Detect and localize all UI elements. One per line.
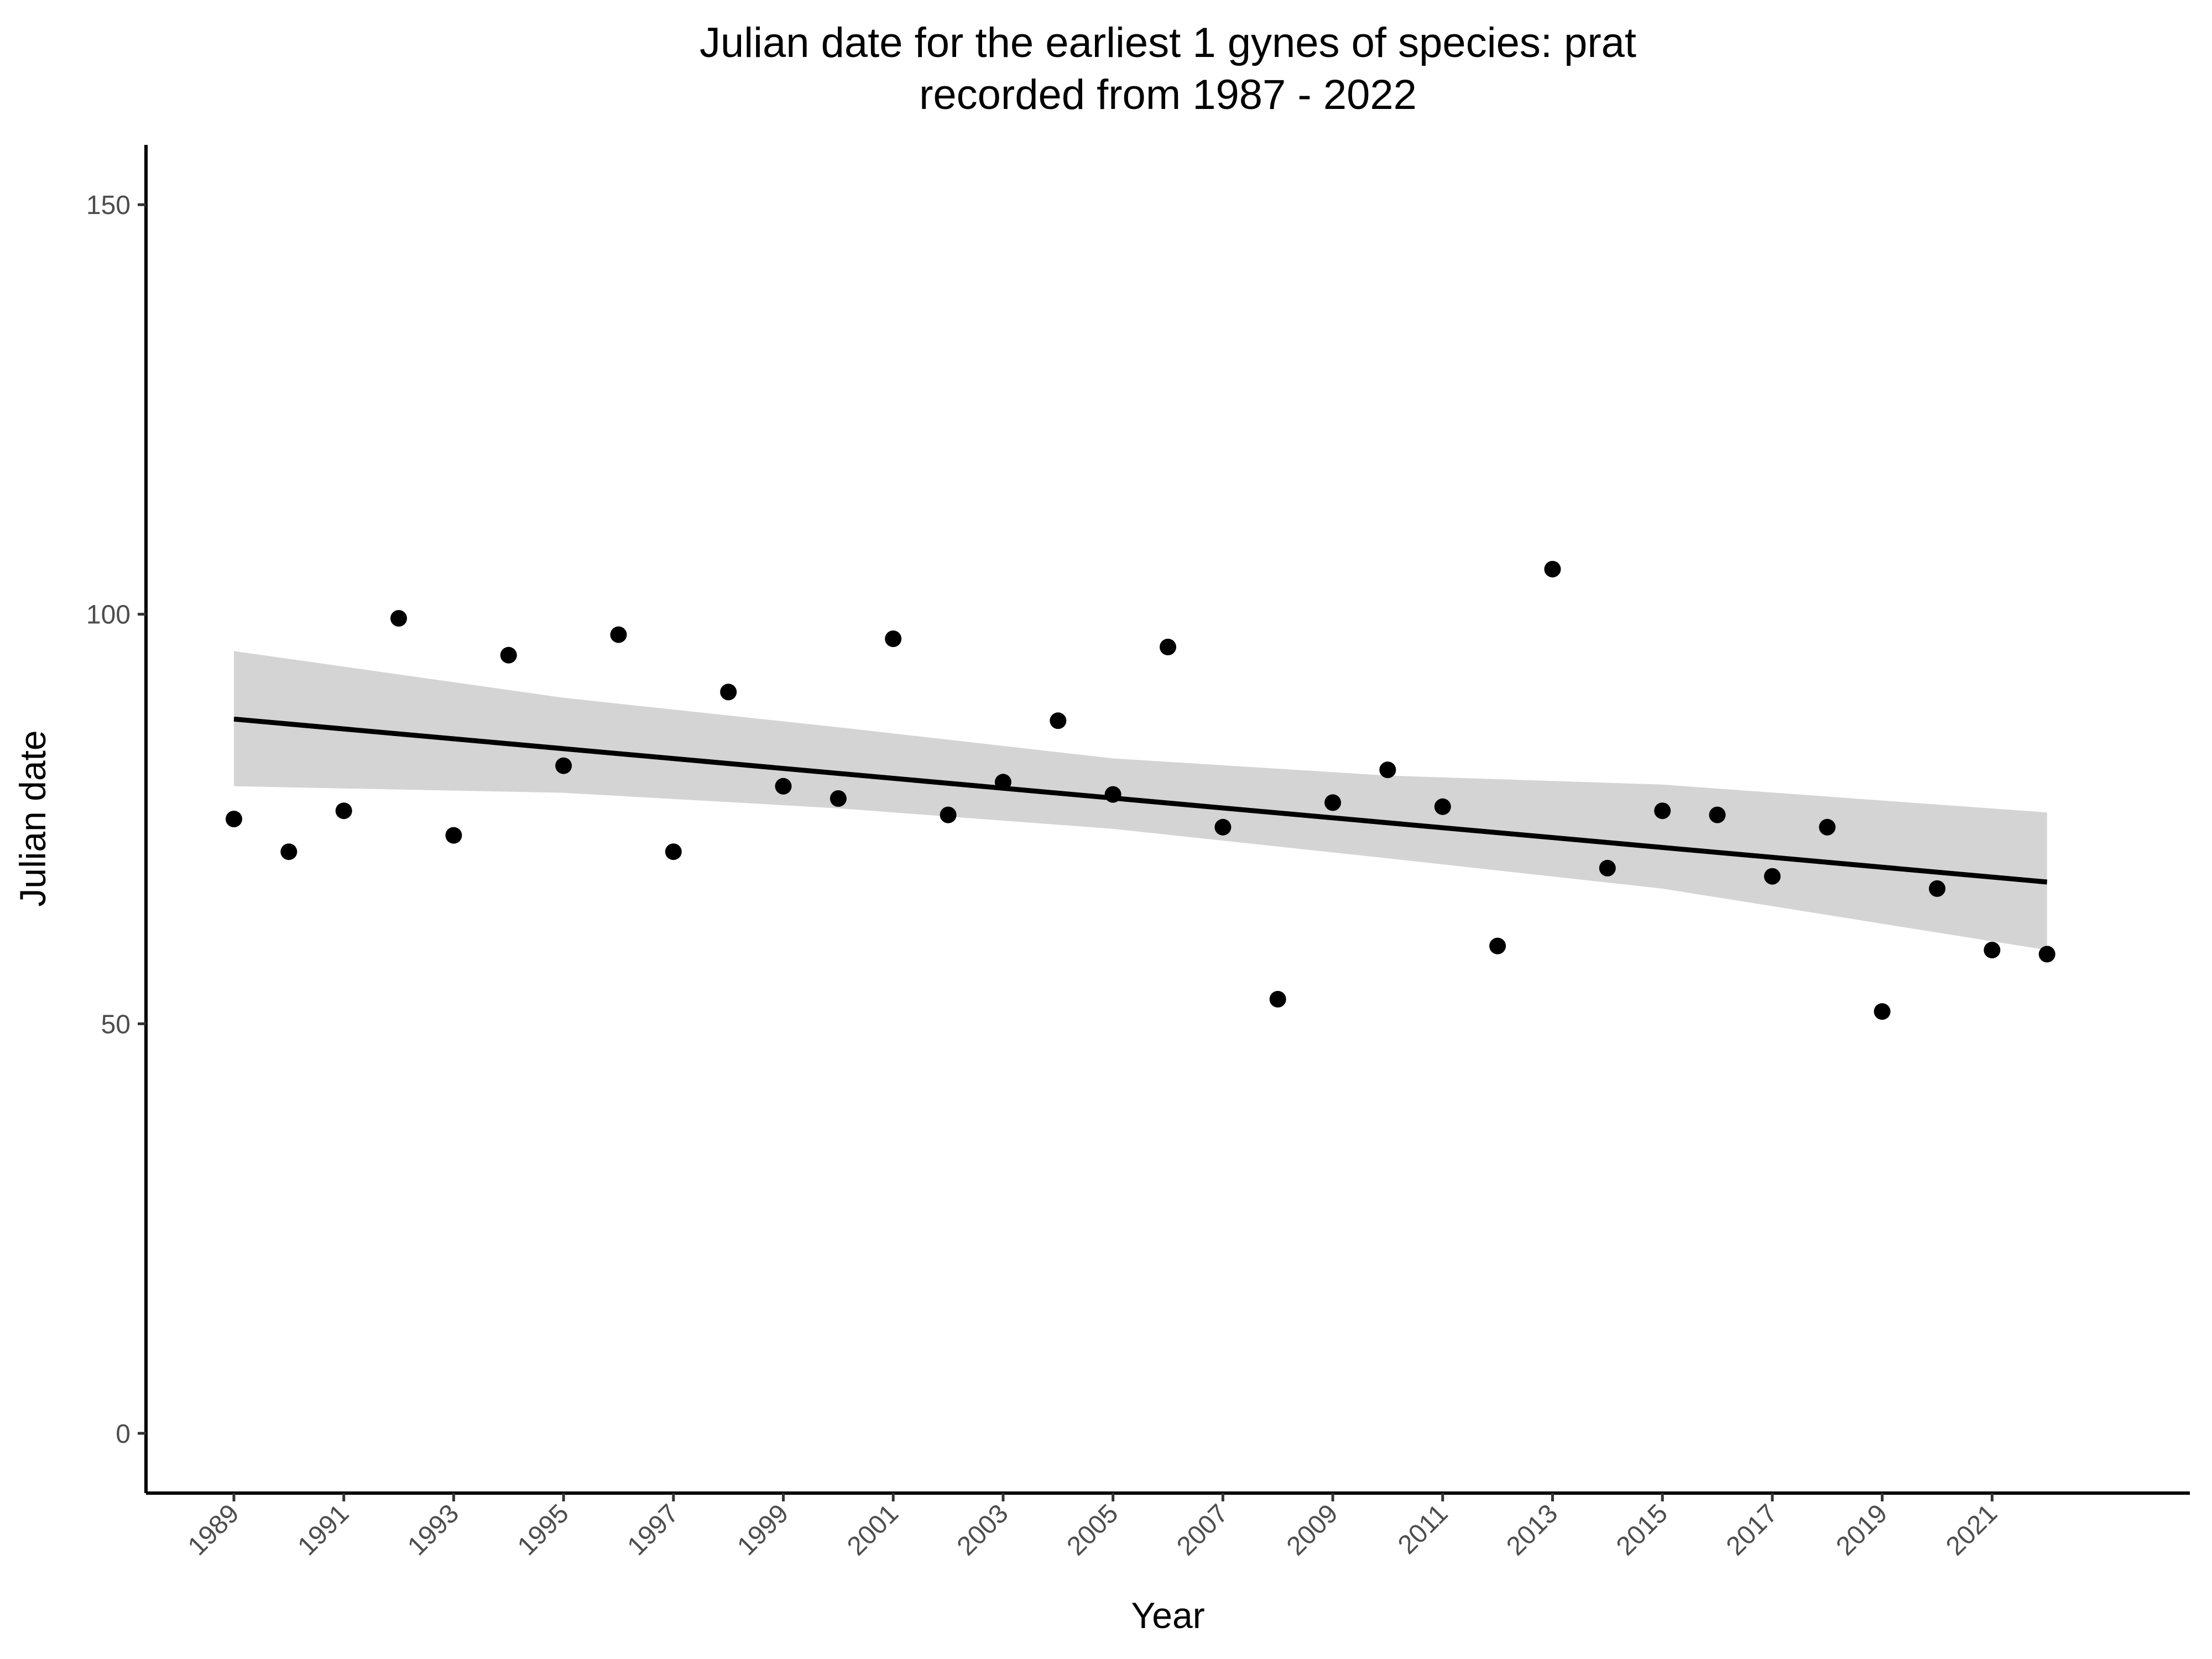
data-point [1379, 761, 1396, 779]
data-point [1929, 880, 1945, 897]
data-point [994, 774, 1011, 791]
y-tick-label: 50 [101, 1010, 131, 1039]
y-axis-title: Julian date [12, 730, 53, 906]
data-point [1544, 561, 1561, 578]
x-tick-label: 2017 [1721, 1499, 1783, 1561]
data-point [1214, 818, 1232, 836]
data-points-layer [226, 561, 2056, 1020]
x-tick-label: 1991 [292, 1499, 354, 1561]
x-axis-title: Year [1131, 1595, 1204, 1636]
x-tick-label: 2001 [842, 1499, 904, 1561]
x-tick-label: 1995 [512, 1499, 575, 1561]
data-point [445, 827, 462, 844]
data-point [226, 811, 242, 827]
trend-line [233, 716, 2048, 885]
x-tick-label: 2003 [952, 1499, 1014, 1561]
x-tick-label: 2013 [1501, 1499, 1563, 1561]
x-tick-label: 2009 [1281, 1499, 1344, 1561]
x-tick-label: 2021 [1940, 1499, 2003, 1561]
data-point [1269, 990, 1286, 1008]
x-tick-label: 2019 [1830, 1499, 1893, 1561]
data-point [2038, 946, 2056, 963]
data-point [1160, 639, 1176, 655]
data-point [885, 630, 902, 648]
data-point [1819, 818, 1836, 836]
data-point [1434, 798, 1451, 815]
data-point [390, 610, 407, 627]
y-tick-label: 0 [116, 1420, 131, 1449]
data-point [830, 790, 847, 807]
data-point [720, 684, 737, 701]
data-point [280, 843, 298, 860]
data-point [940, 806, 957, 823]
chart-title: Julian date for the earliest 1 gynes of … [700, 19, 1636, 66]
x-tick-label: 2011 [1392, 1499, 1453, 1559]
trend-line-layer [233, 716, 2048, 885]
data-point [665, 843, 682, 860]
data-point [1874, 1003, 1891, 1020]
y-tick-label: 150 [86, 191, 131, 220]
data-point [1599, 859, 1616, 877]
data-point [335, 802, 352, 820]
y-tick-label: 100 [86, 601, 131, 630]
x-tick-label: 1999 [732, 1499, 794, 1561]
data-point [775, 778, 792, 795]
x-tick-label: 2005 [1061, 1499, 1124, 1561]
data-point [555, 757, 572, 774]
x-tick-label: 1993 [402, 1499, 465, 1561]
data-point [500, 646, 517, 664]
x-tick-label: 2007 [1171, 1499, 1234, 1561]
x-tick-label: 1989 [182, 1499, 245, 1561]
data-point [1104, 786, 1121, 803]
data-point [1654, 802, 1671, 820]
chart-subtitle: recorded from 1987 - 2022 [919, 71, 1417, 118]
x-tick-label: 2015 [1611, 1499, 1673, 1561]
data-point [610, 626, 627, 643]
x-tick-label: 1997 [622, 1499, 685, 1561]
data-point [1489, 937, 1506, 954]
data-point [1984, 942, 2001, 958]
data-point [1324, 794, 1342, 811]
data-point [1764, 868, 1781, 885]
data-point [1050, 712, 1067, 729]
data-point [1709, 806, 1726, 823]
